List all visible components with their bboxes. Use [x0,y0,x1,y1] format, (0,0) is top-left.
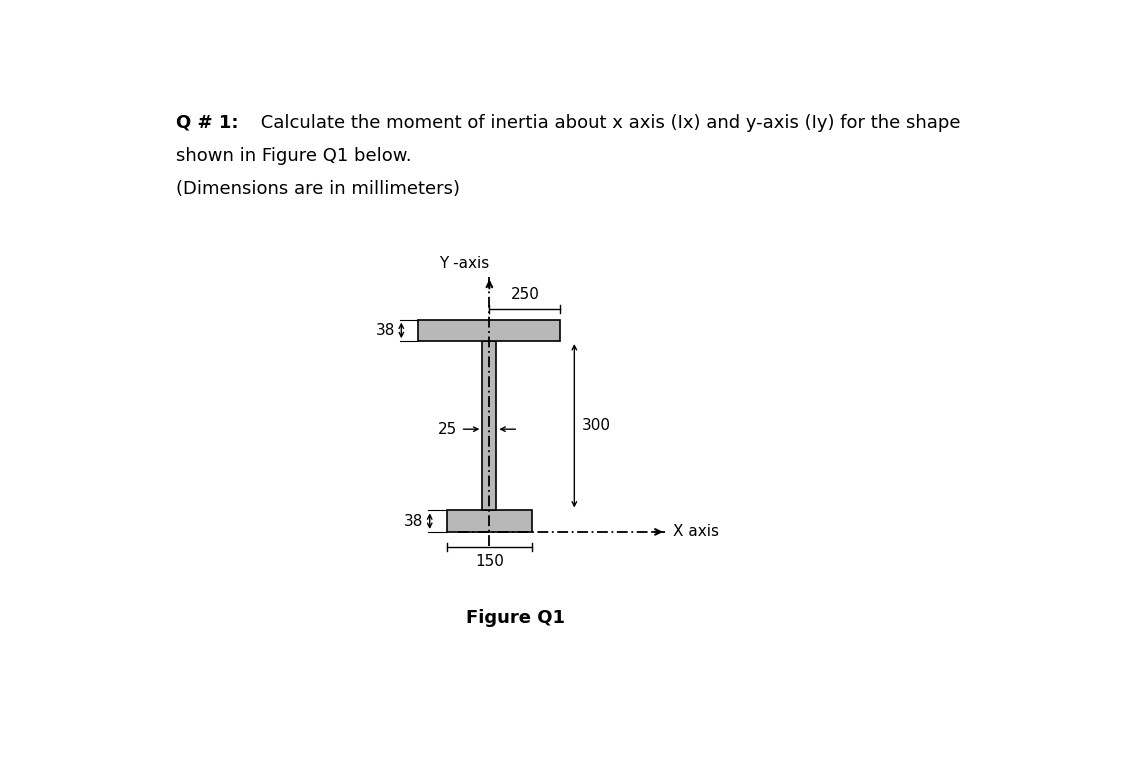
Text: Q # 1:: Q # 1: [176,114,238,132]
Text: 25: 25 [439,422,458,436]
Bar [483,341,496,511]
Text: Calculate the moment of inertia about x axis (Ix) and y-axis (Iy) for the shape: Calculate the moment of inertia about x … [255,114,961,132]
Bar [418,319,560,341]
Text: (Dimensions are in millimeters): (Dimensions are in millimeters) [176,180,459,198]
Text: 300: 300 [582,418,611,433]
Text: Figure Q1: Figure Q1 [466,609,565,627]
Text: 150: 150 [475,554,504,569]
Text: 38: 38 [404,514,423,529]
Text: 38: 38 [376,323,395,338]
Text: Y -axis: Y -axis [439,257,489,271]
Text: shown in Figure Q1 below.: shown in Figure Q1 below. [176,147,411,165]
Bar [447,511,532,532]
Text: X axis: X axis [673,525,719,539]
Text: 250: 250 [511,287,539,302]
